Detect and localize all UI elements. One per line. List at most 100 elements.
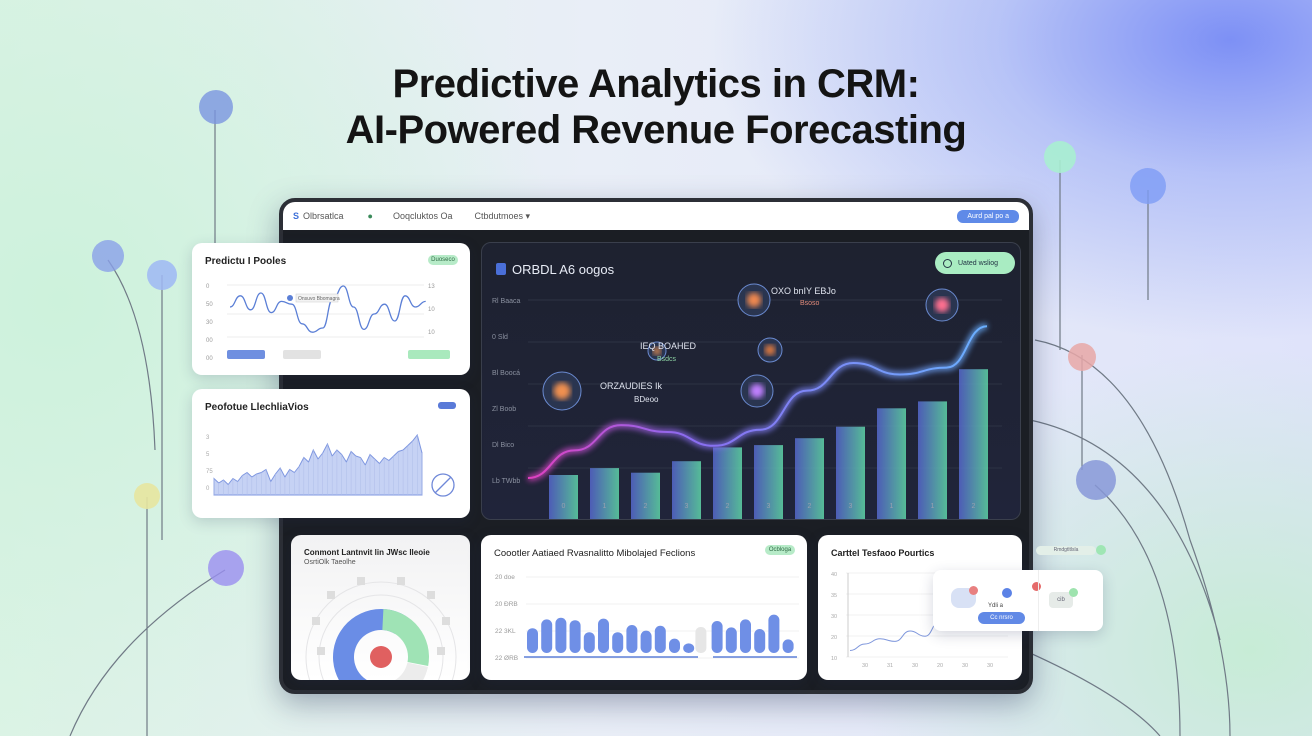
x-axis-label: 31 [887, 663, 893, 669]
prediction-bar [527, 628, 538, 653]
x-axis-label: 1 [890, 503, 894, 510]
orb-icon [1044, 141, 1076, 173]
status-dot-icon [1096, 545, 1106, 555]
prediction-bar [612, 632, 624, 653]
gauge-marker [357, 577, 365, 585]
x-axis-label: 30 [987, 663, 993, 669]
card-title: Carttel Tesfaoo Pourtics [831, 548, 935, 558]
x-axis-label: 1 [931, 503, 935, 510]
grey-button[interactable] [283, 350, 321, 359]
orb-icon [199, 90, 233, 124]
y-axis-label: Lb TWbb [492, 478, 520, 485]
card-badge: Rmdgtltlsla [1036, 546, 1096, 555]
prediction-bar [754, 629, 766, 653]
orb-icon [1076, 460, 1116, 500]
prediction-bar [555, 617, 567, 653]
forecast-bar [836, 426, 865, 519]
x-axis-label: 3 [767, 503, 771, 510]
orb-core [652, 346, 662, 356]
prediction-popup: Ydli a Cc nrsro cib [933, 570, 1103, 631]
red-dot [1032, 582, 1041, 591]
callout-sub: Bsdcs [657, 356, 677, 363]
y-axis-label: 10 [831, 656, 837, 662]
forecast-bar [590, 468, 619, 519]
forecast-bar [549, 475, 578, 519]
gauge-marker [312, 617, 320, 625]
revenue-forecast-panel: ORBDL A6 oogos Uated wsliog Rl Baaca 0 Sl… [481, 242, 1021, 520]
card-badge: Ocbloga [765, 545, 795, 555]
prediction-bar [740, 619, 751, 653]
orb-core [749, 383, 765, 399]
nav-item-2[interactable]: Ctbdutmoes [474, 211, 524, 221]
orb-icon [1130, 168, 1166, 204]
gauge-marker [397, 577, 405, 585]
green-dot [1069, 588, 1078, 597]
donut-segment-green [382, 609, 429, 666]
x-axis-label: 20 [937, 663, 943, 669]
y-axis-label: 0 [206, 284, 210, 290]
y-axis-label: 10 [428, 307, 435, 313]
orb-icon [1068, 343, 1096, 371]
y-axis-label: 13 [428, 284, 435, 290]
x-axis-label: 3 [685, 503, 689, 510]
prediction-bar [669, 638, 680, 653]
blue-button[interactable] [227, 350, 265, 359]
conversion-gauge-card: Conmont Lantnvit lin JWsc Ileoie OsrtiOl… [291, 535, 470, 680]
forecast-bar [631, 472, 660, 519]
x-axis-label: 30 [862, 663, 868, 669]
toggle-icon[interactable] [438, 402, 456, 409]
green-button[interactable] [408, 350, 450, 359]
y-axis-label: Bl Boocá [492, 370, 520, 377]
forecast-panel-title: ORBDL A6 oogos [512, 262, 615, 277]
tooltip-marker [287, 295, 293, 301]
forecast-bar [713, 447, 742, 519]
x-axis-label: 2 [972, 503, 976, 510]
customer-predictions-card: Coootler Aatiaed Rvasnalitto Mibolajed F… [481, 535, 807, 680]
y-axis-label: 20 ÐRB [495, 601, 518, 608]
gauge-ring [318, 594, 444, 680]
x-axis-label: 30 [912, 663, 918, 669]
top-navigation-bar: S Olbrsatlca ● Ooqcluktos Oa Ctbdutmoes … [283, 202, 1029, 230]
prediction-bar [782, 639, 794, 653]
topbar-action-button[interactable]: Aurd pal po a [957, 209, 1019, 223]
callout-label: ORZAUDIES Ik [600, 381, 663, 391]
shield-icon: ● [367, 211, 373, 221]
popup-action-button[interactable]: Cc nrsro [978, 612, 1025, 624]
gauge-marker [442, 617, 450, 625]
gauge-center-dot [370, 646, 392, 668]
y-axis-label: 20 [831, 635, 837, 641]
forecast-bar [959, 369, 988, 519]
prediction-bar [768, 614, 780, 653]
y-axis-label: 50 [206, 302, 213, 308]
no-entry-icon[interactable] [430, 472, 456, 498]
red-dot [969, 586, 978, 595]
y-axis-label: 22 ØRB [495, 655, 518, 662]
callout-label: OXO bnIY EBJo [771, 286, 836, 296]
prediction-bar [683, 643, 695, 653]
callout-label: IEQ BOAHED [640, 341, 697, 351]
donut-segment-grey [395, 662, 428, 680]
orb-core [764, 344, 776, 356]
x-axis-label: 1 [603, 503, 607, 510]
nav-item-1[interactable]: Ooqcluktos Oa [392, 211, 453, 221]
capital-card-extension: Rmdgtltlsla Ydli a Cc nrsro cib [933, 535, 1116, 631]
card-title: Peofotue LlechliaVios [205, 402, 309, 413]
forecast-bar [672, 461, 701, 519]
prediction-bar [583, 632, 595, 653]
orb-core [553, 382, 571, 400]
y-axis-label: 0 [206, 486, 210, 492]
predictive-scores-card: Predictu I Pooles Duoseco 0 50 30 00 00 13 10 1… [192, 243, 470, 375]
status-badge[interactable]: Uated wsliog [935, 252, 1015, 274]
y-axis-label: 22 3KL [495, 628, 516, 635]
popup-label: Ydli a [988, 603, 1004, 609]
x-axis-label: 2 [808, 503, 812, 510]
y-axis-label: 10 [428, 330, 435, 336]
forecast-bar [754, 445, 783, 519]
predictive-line-chart: 0 50 30 00 00 13 10 10 Onsuvo Bbomagra [206, 284, 435, 362]
orb-core [934, 297, 950, 313]
circle-icon [943, 258, 952, 268]
y-axis-label: 0 Sld [492, 334, 508, 341]
tooltip-label: Onsuvo Bbomagra [298, 296, 340, 302]
y-axis-label: 30 [206, 320, 213, 326]
